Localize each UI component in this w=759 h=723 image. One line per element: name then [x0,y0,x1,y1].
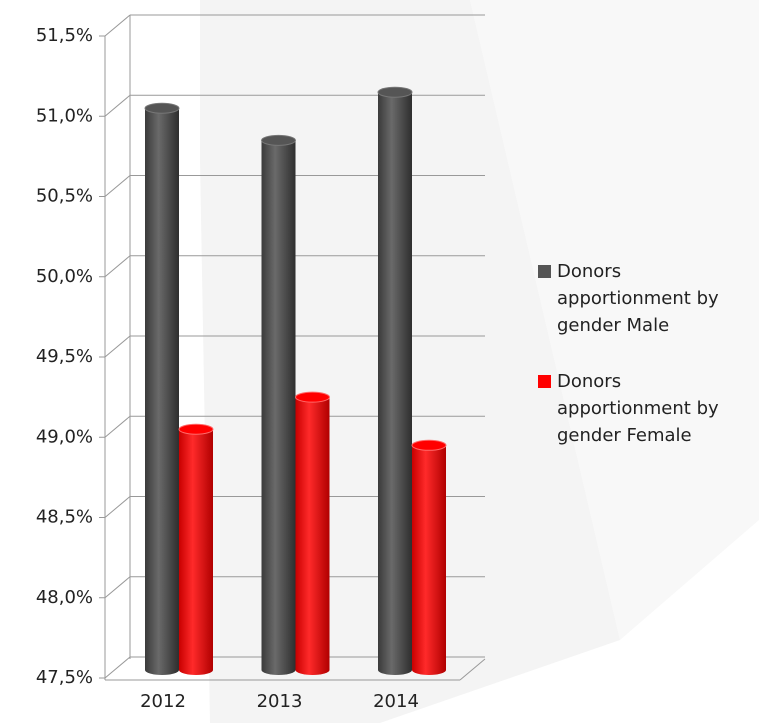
y-tick-label: 50,5% [36,186,93,207]
cylinder-top [295,391,330,403]
legend-label: Donors apportionment by gender Female [557,371,719,446]
cylinder [144,102,180,675]
y-tick-label: 49,5% [36,346,93,367]
cylinder [377,86,413,675]
cylinder-top [411,439,447,451]
background-shape [470,0,759,640]
grid-diagonal [104,576,131,599]
cylinder [411,439,447,675]
y-tick-label: 51,5% [36,25,93,46]
grid-diagonal [104,335,131,358]
legend-swatch [538,375,551,388]
y-tick-label: 48,0% [36,587,93,608]
grid-diagonal [104,14,131,37]
x-tick-label: 2014 [373,691,419,712]
grid-diagonal [104,255,131,278]
cylinder [295,391,330,675]
cylinder-body [378,92,412,675]
cylinder-top [261,134,296,146]
x-tick-label: 2012 [140,691,186,712]
y-tick-label: 49,0% [36,426,93,447]
grid-diagonal [104,94,131,117]
legend-item: Donors apportionment by gender Male [538,258,759,339]
cylinder-top [178,423,214,435]
cylinder-body [179,429,213,675]
legend-item: Donors apportionment by gender Female [538,368,759,449]
floor-side [459,658,486,681]
cylinder-body [261,140,296,676]
legend-swatch [538,265,551,278]
cylinder-body [295,397,330,675]
cylinder-top [144,102,180,114]
legend-label: Donors apportionment by gender Male [557,261,719,336]
cylinder-body [412,445,446,675]
grid-diagonal [104,175,131,197]
grid-diagonal [104,496,131,518]
cylinder [178,423,214,675]
x-tick-label: 2013 [257,691,303,712]
y-tick-label: 47,5% [36,667,93,688]
cylinder-body [145,108,179,675]
grid-diagonal [104,415,131,438]
y-tick-label: 48,5% [36,507,93,528]
cylinder-top [377,86,413,98]
y-tick-label: 51,0% [36,105,93,126]
grid-diagonal [104,656,131,679]
y-tick-label: 50,0% [36,266,93,287]
cylinder [261,134,296,676]
